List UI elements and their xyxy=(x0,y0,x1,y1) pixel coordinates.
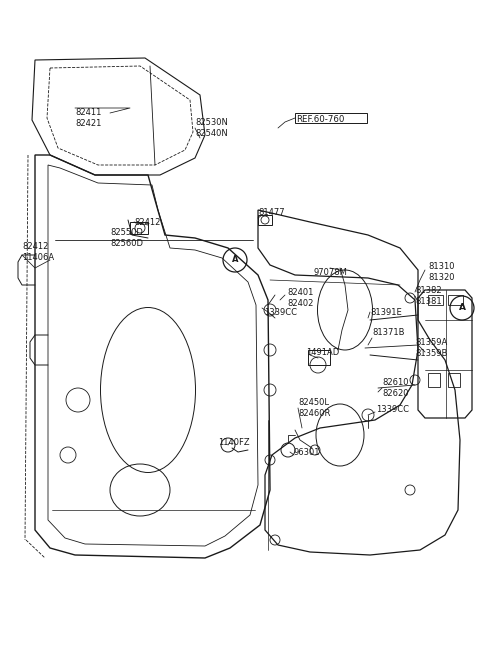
Bar xyxy=(428,295,443,305)
Text: 1339CC: 1339CC xyxy=(264,308,297,317)
Bar xyxy=(258,215,272,225)
Text: 82530N
82540N: 82530N 82540N xyxy=(195,118,228,138)
Text: 81359A
81359B: 81359A 81359B xyxy=(415,338,447,358)
Text: 1339CC: 1339CC xyxy=(376,405,409,414)
Text: 97078M: 97078M xyxy=(313,268,347,277)
Bar xyxy=(130,222,148,234)
Text: 82401
82402: 82401 82402 xyxy=(287,288,313,308)
Text: 82610
82620: 82610 82620 xyxy=(382,378,408,398)
Text: 82411
82421: 82411 82421 xyxy=(75,108,101,128)
Text: 81391E: 81391E xyxy=(370,308,402,317)
Text: 81382
81381: 81382 81381 xyxy=(415,286,442,306)
Text: 82450L
82460R: 82450L 82460R xyxy=(298,398,330,418)
Text: REF.60-760: REF.60-760 xyxy=(296,115,344,124)
Bar xyxy=(448,295,463,305)
Text: 82412: 82412 xyxy=(134,218,160,227)
Text: 81310
81320: 81310 81320 xyxy=(428,262,455,282)
Bar xyxy=(428,373,440,387)
Text: A: A xyxy=(458,304,466,312)
Bar xyxy=(308,350,330,365)
Text: 82550D
82560D: 82550D 82560D xyxy=(110,228,143,248)
Text: 81477: 81477 xyxy=(258,208,285,217)
Bar xyxy=(448,373,460,387)
Text: 1491AD: 1491AD xyxy=(306,348,339,357)
Bar xyxy=(295,113,367,123)
Text: 96301: 96301 xyxy=(294,448,321,457)
Text: 81371B: 81371B xyxy=(372,328,405,337)
Text: A: A xyxy=(232,255,238,264)
Text: 1140FZ: 1140FZ xyxy=(218,438,250,447)
Text: 82412
11406A: 82412 11406A xyxy=(22,242,54,262)
